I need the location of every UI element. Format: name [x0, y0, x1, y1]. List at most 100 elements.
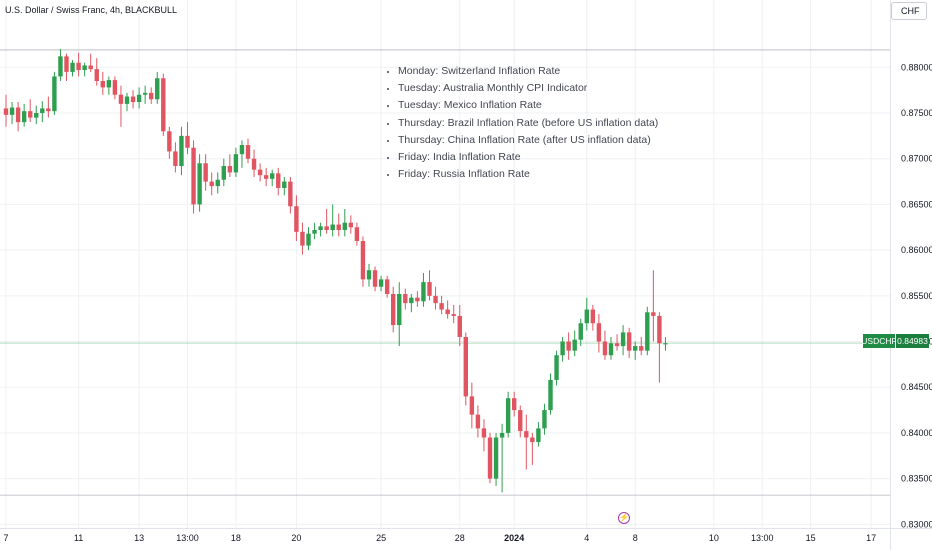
candle	[657, 312, 662, 383]
candle	[251, 149, 257, 177]
candle-body	[518, 410, 523, 432]
candle-body	[34, 113, 39, 118]
candle	[554, 350, 559, 386]
candle	[106, 76, 112, 95]
candle-body	[227, 166, 233, 173]
candle-body	[463, 336, 468, 397]
currency-button[interactable]: CHF	[891, 2, 927, 20]
candle-body	[276, 173, 281, 188]
y-tick-label: 0.86500	[901, 199, 932, 209]
candle-body	[270, 173, 275, 179]
candle	[233, 147, 239, 177]
candle-body	[663, 343, 668, 345]
candle-body	[76, 62, 81, 71]
candle-body	[481, 428, 487, 438]
candle	[530, 432, 535, 465]
candle	[427, 270, 432, 301]
x-tick-label: 18	[231, 533, 241, 543]
candle	[366, 263, 372, 287]
candle	[336, 213, 341, 237]
candle-body	[52, 76, 57, 112]
candle-body	[505, 398, 511, 433]
candle-body	[608, 343, 614, 356]
candle-body	[142, 92, 148, 95]
candle-body	[421, 282, 426, 302]
candle-body	[626, 332, 632, 351]
candle	[663, 336, 668, 351]
candle	[560, 336, 565, 362]
candle	[487, 432, 493, 484]
candle	[342, 208, 347, 237]
lightning-event-icon[interactable]: ⚡	[618, 512, 630, 524]
candle	[312, 222, 317, 240]
candle	[40, 101, 45, 123]
x-tick-label: 28	[455, 533, 465, 543]
candle	[263, 167, 269, 187]
y-tick-label: 0.86000	[901, 245, 932, 255]
candle	[639, 336, 644, 356]
x-tick-label: 11	[74, 533, 83, 543]
candle	[360, 236, 366, 287]
candle	[620, 325, 626, 356]
candle	[493, 432, 499, 486]
candle-body	[70, 62, 75, 72]
candle-body	[330, 224, 335, 231]
candle	[179, 126, 184, 176]
reference-lines	[0, 49, 890, 496]
candle	[282, 176, 287, 196]
candle-body	[578, 323, 583, 340]
candle	[167, 126, 172, 159]
x-tick-label: 25	[376, 533, 386, 543]
candle-body	[657, 315, 662, 344]
candle	[245, 138, 251, 164]
candle	[185, 122, 190, 155]
candle-body	[536, 428, 541, 443]
candle	[505, 391, 511, 438]
candlestick-series	[3, 49, 668, 493]
candle-body	[645, 312, 650, 351]
candle	[3, 94, 9, 127]
candle-body	[324, 226, 329, 231]
candle-body	[155, 78, 160, 100]
candle-body	[372, 270, 378, 287]
candle-body	[112, 80, 118, 95]
candle-body	[639, 346, 644, 351]
candle-body	[548, 379, 553, 411]
x-tick-label: 15	[806, 533, 816, 543]
candle-body	[633, 346, 638, 351]
candle	[34, 105, 39, 124]
candle-body	[185, 135, 190, 148]
candle	[590, 304, 596, 331]
candle	[633, 341, 638, 360]
candle	[536, 421, 541, 447]
candle-body	[530, 437, 535, 443]
candle-body	[191, 147, 196, 205]
candle-body	[427, 282, 432, 296]
candle-body	[149, 92, 154, 100]
candle-body	[409, 297, 414, 304]
time-axis[interactable]: 7 11 13 13:00 18 20 25 28 2024 4 8 10 13:00 15 17	[0, 528, 932, 544]
candle-body	[9, 107, 15, 115]
candle-body	[233, 154, 239, 173]
candle	[142, 85, 148, 104]
candle-body	[282, 181, 287, 188]
y-tick-label: 0.87500	[901, 108, 932, 118]
candle-body	[197, 163, 202, 205]
candle	[221, 158, 226, 187]
candle	[475, 405, 481, 438]
candle-body	[596, 323, 602, 342]
events-list: Monday: Switzerland Inflation Rate Tuesd…	[380, 63, 658, 183]
candle-body	[161, 78, 166, 132]
y-tick-label: 0.83500	[901, 474, 932, 484]
candle	[645, 306, 650, 356]
event-item: Monday: Switzerland Inflation Rate	[398, 63, 658, 80]
y-tick-label: 0.85500	[901, 291, 932, 301]
price-axis[interactable]: 0.88000 0.87500 0.87000 0.86500 0.86000 0.855…	[890, 0, 932, 550]
candle	[124, 92, 130, 112]
candle	[318, 222, 323, 237]
event-item: Thursday: China Inflation Rate (after US…	[398, 132, 658, 149]
candle-body	[342, 222, 347, 231]
candle-body	[572, 339, 577, 351]
candle	[161, 73, 166, 136]
